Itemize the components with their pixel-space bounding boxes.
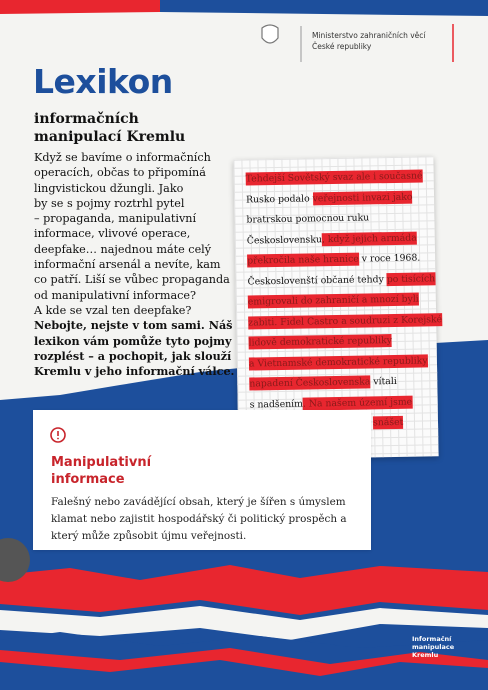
redacted-text: snášet <box>372 415 404 430</box>
redacted-text: , když jejich armáda <box>321 231 417 246</box>
note-line: lidově demokratické republiky <box>248 334 393 350</box>
card-heading-line: Manipulativní <box>51 455 152 470</box>
definition-card: Manipulativní informace Falešný nebo zav… <box>33 410 371 550</box>
intro-bold-line: Nebojte, nejste v tom sami. Náš <box>34 318 233 333</box>
intro-line: operacích, občas to připomíná <box>34 166 206 180</box>
intro-line: lingvistickou džungli. Jako <box>34 181 184 195</box>
note-line: a Vietnamské demokratické republiky <box>248 353 428 371</box>
note-line: bratrskou pomocnou ruku <box>246 212 369 225</box>
logo-line: manipulace <box>412 643 455 651</box>
intro-line: Když se bavíme o informačních <box>34 151 211 164</box>
note-line: Tehdejší Sovětský svaz ale i současné <box>245 169 423 186</box>
intro-line: co patří. Liší se vůbec propaganda <box>34 273 230 287</box>
logo: Informační manipulace Kremlu <box>412 635 454 659</box>
note-text: Československu <box>246 233 322 247</box>
note-text: vítali <box>370 375 397 388</box>
note-text: Českoslovenští občané tehdy <box>247 273 387 288</box>
redacted-text: napadení Československa <box>249 375 371 391</box>
subtitle: informačních manipulací Kremlu <box>34 110 185 146</box>
note-text: bratrskou pomocnou ruku <box>246 212 370 226</box>
intro-bold-line: Kremlu v jeho informační válce. <box>34 364 235 379</box>
logo-line: Kremlu <box>412 651 439 659</box>
redacted-text: a Vietnamské demokratické republiky <box>248 353 428 371</box>
note-text: Rusko podalo <box>245 192 313 206</box>
intro-line: by se s pojmy roztrhl pytel <box>34 196 185 210</box>
intro-line: od manipulativní informace? <box>34 288 197 302</box>
redacted-text: veřejnosti invazi jako <box>312 190 413 205</box>
card-heading-line: informace <box>51 472 125 487</box>
intro-bold-line: rozplést – a pochopit, jak slouží <box>34 348 232 363</box>
subtitle-line: informačních <box>34 111 139 127</box>
intro-line: A kde se vzal ten deepfake? <box>34 303 192 317</box>
note-line: Československu, když jejich armáda <box>246 231 417 247</box>
redacted-text: po tisících <box>386 271 436 286</box>
redacted-text: překročila naše hranice <box>247 252 359 268</box>
note-line: Českoslovenští občané tehdy po tisících <box>247 271 436 288</box>
redacted-text: zabiti. Fidel Castro a soudruzi z Korejs… <box>248 312 443 330</box>
note-line: s nadšením. Na našem území jsme <box>249 395 413 411</box>
note-line: překročila naše hranice v roce 1968. <box>247 252 421 268</box>
card-text: Falešný nebo zavádějící obsah, který je … <box>51 496 347 542</box>
redacted-text: . Na našem území jsme <box>302 395 413 411</box>
note-text: s nadšením <box>249 398 304 411</box>
ministry-line: České republiky <box>312 42 372 51</box>
redacted-text: lidově demokratické republiky <box>248 334 393 350</box>
note-line: napadení Československa vítali <box>249 375 397 391</box>
card-heading: Manipulativní informace <box>51 454 151 488</box>
intro-line: deepfake… najednou máte celý <box>34 242 212 256</box>
subtitle-line: manipulací Kremlu <box>34 129 186 145</box>
redacted-text: Tehdejší Sovětský svaz ale i současné <box>245 169 423 186</box>
redacted-text: emigrovali do zahraničí a mnozí byli <box>247 292 419 309</box>
intro-line: informační arsenál a nevíte, kam <box>34 258 221 272</box>
note-line: zabiti. Fidel Castro a soudruzi z Korejs… <box>248 312 443 330</box>
warning-icon <box>50 427 66 443</box>
note-line: emigrovali do zahraničí a mnozí byli <box>247 292 419 309</box>
note-text: v roce 1968. <box>358 252 421 265</box>
intro-line: – propaganda, manipulativní <box>34 212 197 226</box>
note-line: Rusko podalo veřejnosti invazi jako <box>245 190 413 206</box>
logo-line: Informační <box>412 635 452 643</box>
intro: Když se bavíme o informačních operacích, … <box>34 150 234 379</box>
intro-line: informace, vlivové operace, <box>34 227 191 241</box>
intro-bold-line: lexikon vám pomůže tyto pojmy <box>34 333 232 348</box>
ministry-line: Ministerstvo zahraničních věcí <box>312 31 426 40</box>
title: Lexikon <box>33 62 173 101</box>
ministry-name: Ministerstvo zahraničních věcí České rep… <box>312 30 425 52</box>
